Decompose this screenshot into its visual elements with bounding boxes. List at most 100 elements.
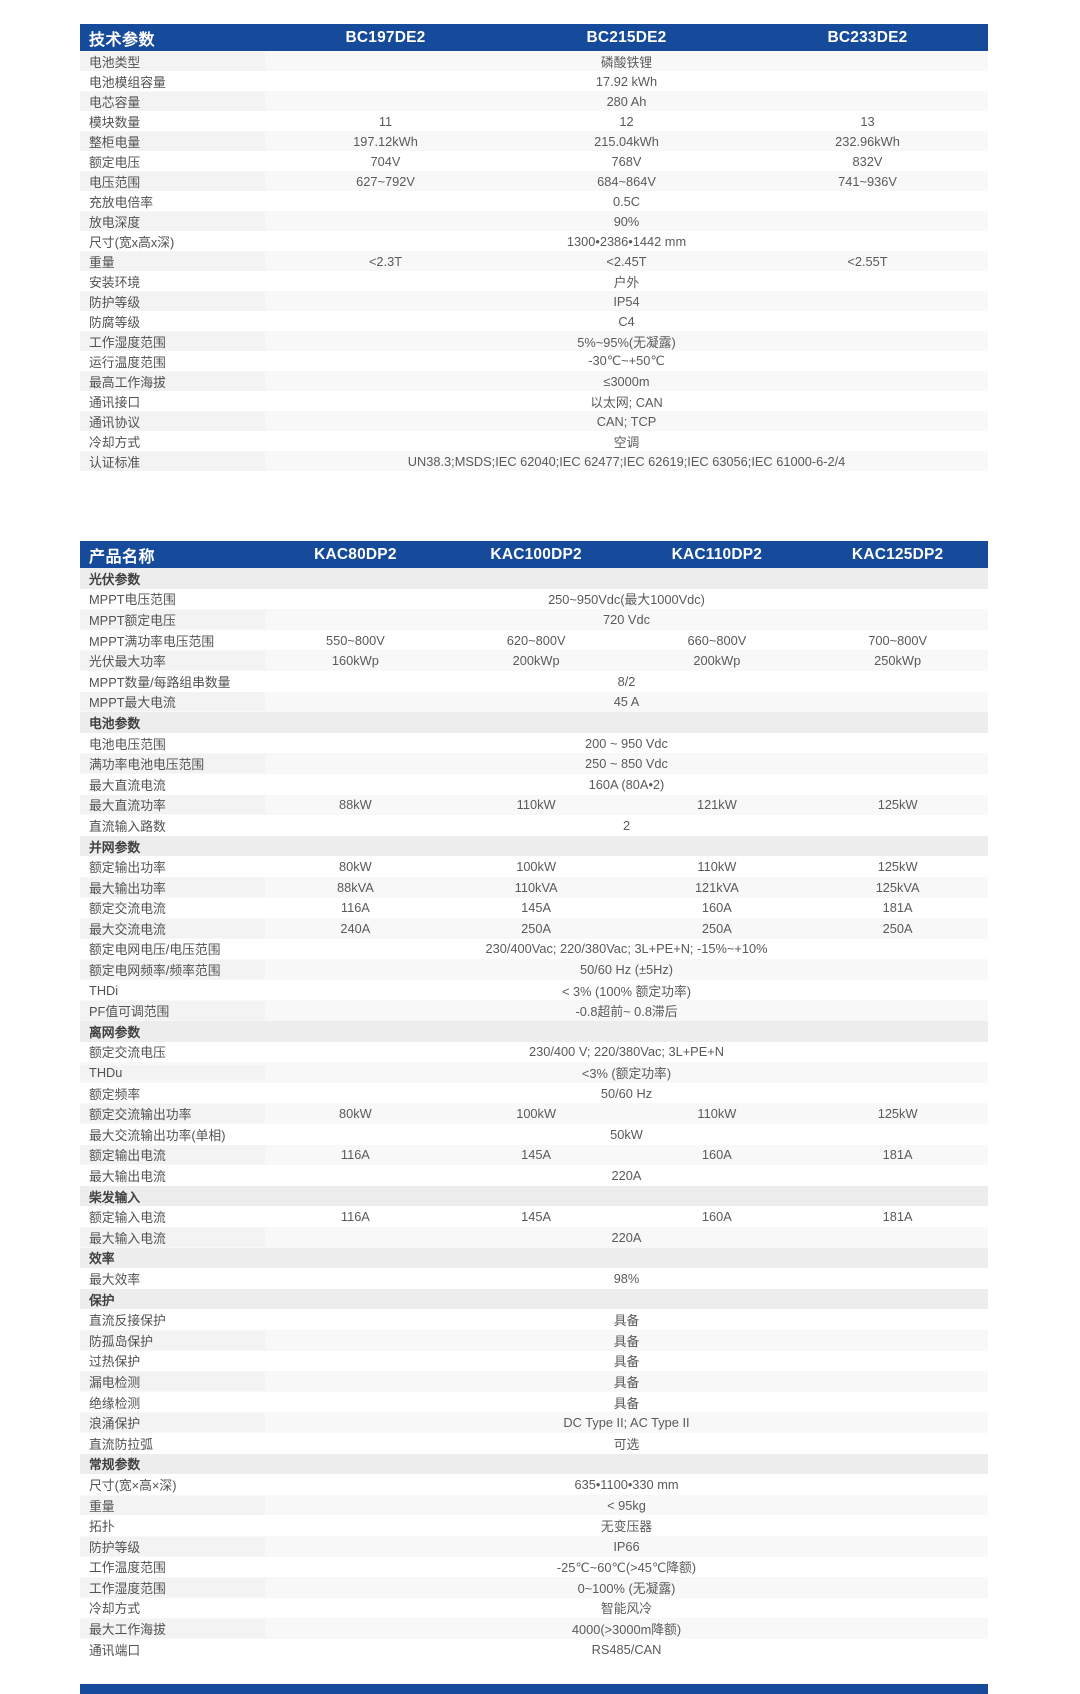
table-title: 技术参数 bbox=[89, 31, 156, 49]
section-label: 常规参数 bbox=[89, 1457, 141, 1473]
row-label: 防孤岛保护 bbox=[80, 1330, 265, 1350]
row-value: 121kW bbox=[696, 797, 737, 813]
table-row: 额定频率 50/60 Hz bbox=[80, 1083, 988, 1104]
row-label: 防护等级 bbox=[80, 1536, 265, 1556]
table-row: 通讯协议 CAN; TCP bbox=[80, 411, 988, 431]
row-value: 50/60 Hz bbox=[600, 1085, 653, 1101]
column-header: KAC110DP2 bbox=[671, 545, 763, 563]
row-value: < 3% (100% 额定功率) bbox=[561, 983, 692, 999]
row-value: 116A bbox=[340, 1147, 370, 1163]
table-row: 最大工作海拔 4000(>3000m降额) bbox=[80, 1618, 988, 1639]
row-label: 重量 bbox=[80, 251, 265, 271]
row-value: 220A bbox=[611, 1168, 642, 1184]
row-value: 116A bbox=[340, 900, 370, 916]
column-header: BC233DE2 bbox=[827, 28, 908, 46]
row-value: 620~800V bbox=[506, 632, 566, 648]
table-row: 电池类型 磷酸铁锂 bbox=[80, 51, 988, 71]
row-value: 1300•2386•1442 mm bbox=[566, 233, 687, 249]
table-row: 最大直流电流 160A (80A•2) bbox=[80, 774, 988, 795]
row-label: 最大效率 bbox=[89, 1271, 141, 1287]
section-row: 并网参数 bbox=[80, 835, 988, 857]
table-row: 防腐等级 C4 bbox=[80, 311, 988, 331]
table-row: 直流输入路数 2 bbox=[80, 815, 988, 836]
row-value: 磷酸铁锂 bbox=[600, 54, 653, 70]
table-row: 防孤岛保护 具备 bbox=[80, 1329, 988, 1351]
table-row: MPPT满功率电压范围 550~800V 620~800V 660~800V 700~8… bbox=[80, 630, 988, 651]
table-row: 重量 <2.3T <2.45T <2.55T bbox=[80, 251, 988, 271]
row-value: 80kW bbox=[339, 859, 372, 875]
row-value: IP66 bbox=[613, 1538, 640, 1554]
table-row: 运行温度范围 -30℃~+50℃ bbox=[80, 351, 988, 371]
table-row: 最高工作海拔 ≤3000m bbox=[80, 371, 988, 391]
battery-table-body: 电池类型 磷酸铁锂 电池模组容量 17.92 kWh 电芯容量 280 Ah 模块数量 11 1… bbox=[80, 51, 988, 471]
row-label: 额定电网频率/频率范围 bbox=[80, 960, 265, 980]
row-label: 最大直流电流 bbox=[89, 777, 166, 793]
table-row: 最大直流功率 88kW 110kW 121kW 125kW bbox=[80, 794, 988, 816]
row-value: 660~800V bbox=[687, 632, 747, 648]
row-value: 160A bbox=[701, 1147, 732, 1163]
row-label: PF值可调范围 bbox=[80, 1001, 265, 1021]
row-value: 240A bbox=[340, 920, 371, 936]
row-value: DC Type II; AC Type II bbox=[563, 1415, 690, 1431]
row-label: 额定电网电压/电压范围 bbox=[89, 942, 221, 958]
table-row: 光伏最大功率 160kWp 200kWp 200kWp 250kWp bbox=[80, 650, 988, 671]
row-label: 模块数量 bbox=[89, 114, 141, 130]
row-value: 125kW bbox=[877, 1106, 918, 1122]
row-value: 145A bbox=[521, 1147, 552, 1163]
row-value: 250A bbox=[701, 920, 732, 936]
row-value: 215.04kWh bbox=[594, 133, 659, 149]
row-value: <2.45T bbox=[606, 253, 647, 269]
table-row: 额定交流电压 230/400 V; 220/380Vac; 3L+PE+N bbox=[80, 1042, 988, 1063]
row-label: 最大交流电流 bbox=[80, 918, 265, 938]
row-label: 通讯端口 bbox=[89, 1642, 141, 1658]
row-value: 635•1100•330 mm bbox=[574, 1476, 679, 1492]
table-row: 直流反接保护 具备 bbox=[80, 1309, 988, 1330]
table-row: 绝缘检测 具备 bbox=[80, 1392, 988, 1413]
row-label: 认证标准 bbox=[80, 451, 265, 471]
row-value: 160A (80A•2) bbox=[588, 776, 665, 792]
row-label: 安装环境 bbox=[89, 274, 141, 290]
row-value: 230/400 V; 220/380Vac; 3L+PE+N bbox=[529, 1044, 724, 1060]
row-value: 具备 bbox=[613, 1333, 640, 1349]
row-value: 具备 bbox=[613, 1313, 640, 1329]
table-row: 最大输出电流 220A bbox=[80, 1165, 988, 1186]
row-value: < 95kg bbox=[607, 1497, 646, 1513]
row-value: 250A bbox=[882, 920, 913, 936]
row-label: 电池类型 bbox=[80, 51, 265, 71]
row-value: 无变压器 bbox=[600, 1519, 653, 1535]
row-label: 额定电压 bbox=[89, 154, 141, 170]
row-label: 电压范围 bbox=[80, 171, 265, 191]
row-value: -25℃~60℃(>45℃降额) bbox=[556, 1560, 697, 1576]
table-row: 工作湿度范围 0~100% (无凝露) bbox=[80, 1577, 988, 1598]
row-label: 过热保护 bbox=[89, 1354, 141, 1370]
row-value: 197.12kWh bbox=[353, 133, 418, 149]
section-row: 效率 bbox=[80, 1247, 988, 1269]
table-row: 电池模组容量 17.92 kWh bbox=[80, 71, 988, 91]
section-row: 保护 bbox=[80, 1288, 988, 1310]
row-value: 88kW bbox=[339, 797, 372, 813]
row-label: 工作湿度范围 bbox=[80, 331, 265, 351]
section-row: 柴发输入 bbox=[80, 1185, 988, 1207]
row-value: 230/400Vac; 220/380Vac; 3L+PE+N; -15%~+1… bbox=[485, 941, 768, 957]
table-row: 整柜电量 197.12kWh 215.04kWh 232.96kWh bbox=[80, 131, 988, 151]
table-row: 过热保护 具备 bbox=[80, 1351, 988, 1372]
row-value: 具备 bbox=[613, 1374, 640, 1390]
row-value: CAN; TCP bbox=[596, 413, 657, 429]
table-row: 重量 < 95kg bbox=[80, 1494, 988, 1516]
row-value: 220A bbox=[611, 1229, 642, 1245]
row-value: 145A bbox=[521, 1209, 552, 1225]
table-row: 充放电倍率 0.5C bbox=[80, 191, 988, 211]
table-row: 额定交流电流 116A 145A 160A 181A bbox=[80, 898, 988, 919]
column-header: KAC80DP2 bbox=[314, 545, 397, 563]
row-label: 最高工作海拔 bbox=[80, 371, 265, 391]
row-value: 4000(>3000m降额) bbox=[571, 1622, 682, 1638]
row-label: 额定交流电流 bbox=[89, 901, 166, 917]
row-label: THDu bbox=[80, 1065, 265, 1081]
table-row: 尺寸(宽×高×深) 635•1100•330 mm bbox=[80, 1474, 988, 1495]
table-row: 浪涌保护 DC Type II; AC Type II bbox=[80, 1412, 988, 1433]
row-value: 116A bbox=[340, 1209, 370, 1225]
battery-spec-table: 技术参数 BC197DE2 BC215DE2 BC233DE2 电池类型 磷酸铁锂 电池… bbox=[80, 24, 988, 471]
row-label: MPPT电压范围 bbox=[89, 592, 176, 608]
table-row: 模块数量 11 12 13 bbox=[80, 111, 988, 131]
section-label: 保护 bbox=[89, 1292, 115, 1308]
